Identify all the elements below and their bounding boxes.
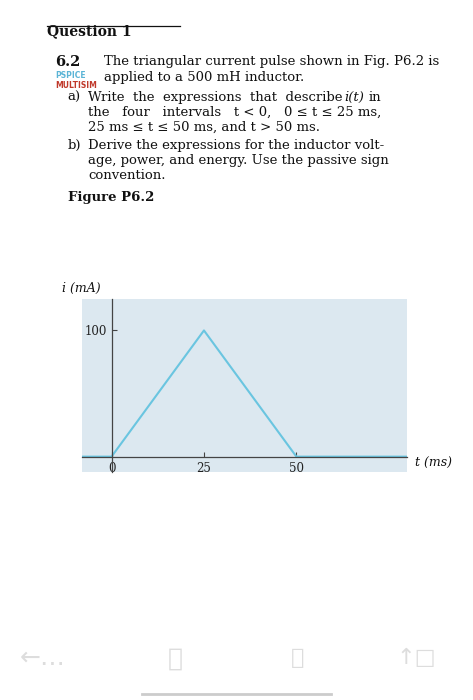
Text: Figure P6.2: Figure P6.2 — [68, 190, 154, 204]
Text: in: in — [368, 90, 381, 104]
Text: PSPICE: PSPICE — [55, 71, 86, 80]
Text: 6.2: 6.2 — [55, 55, 81, 69]
Text: Question 1: Question 1 — [47, 25, 132, 38]
Text: t (ms): t (ms) — [415, 456, 452, 470]
Text: Derive the expressions for the inductor volt-: Derive the expressions for the inductor … — [88, 139, 384, 152]
Text: 25 ms ≤ t ≤ 50 ms, and t > 50 ms.: 25 ms ≤ t ≤ 50 ms, and t > 50 ms. — [88, 120, 320, 134]
Text: i (mA): i (mA) — [62, 282, 100, 295]
Text: The triangular current pulse shown in Fig. P6.2 is: The triangular current pulse shown in Fi… — [104, 55, 439, 69]
Text: 🔍: 🔍 — [291, 648, 305, 668]
Text: age, power, and energy. Use the passive sign: age, power, and energy. Use the passive … — [88, 154, 389, 167]
Text: applied to a 500 mH inductor.: applied to a 500 mH inductor. — [104, 71, 305, 85]
Text: convention.: convention. — [88, 169, 166, 182]
Text: ↑□: ↑□ — [396, 648, 436, 668]
Text: Write  the  expressions  that  describe: Write the expressions that describe — [88, 90, 342, 104]
Text: i(t): i(t) — [344, 90, 364, 104]
Text: ←…: ←… — [20, 646, 65, 670]
Text: Ⓐ: Ⓐ — [167, 646, 183, 670]
Text: the   four   intervals   t < 0,   0 ≤ t ≤ 25 ms,: the four intervals t < 0, 0 ≤ t ≤ 25 ms, — [88, 106, 381, 118]
Text: a): a) — [68, 90, 81, 104]
Text: MULTISIM: MULTISIM — [55, 80, 97, 90]
Text: b): b) — [68, 139, 81, 152]
